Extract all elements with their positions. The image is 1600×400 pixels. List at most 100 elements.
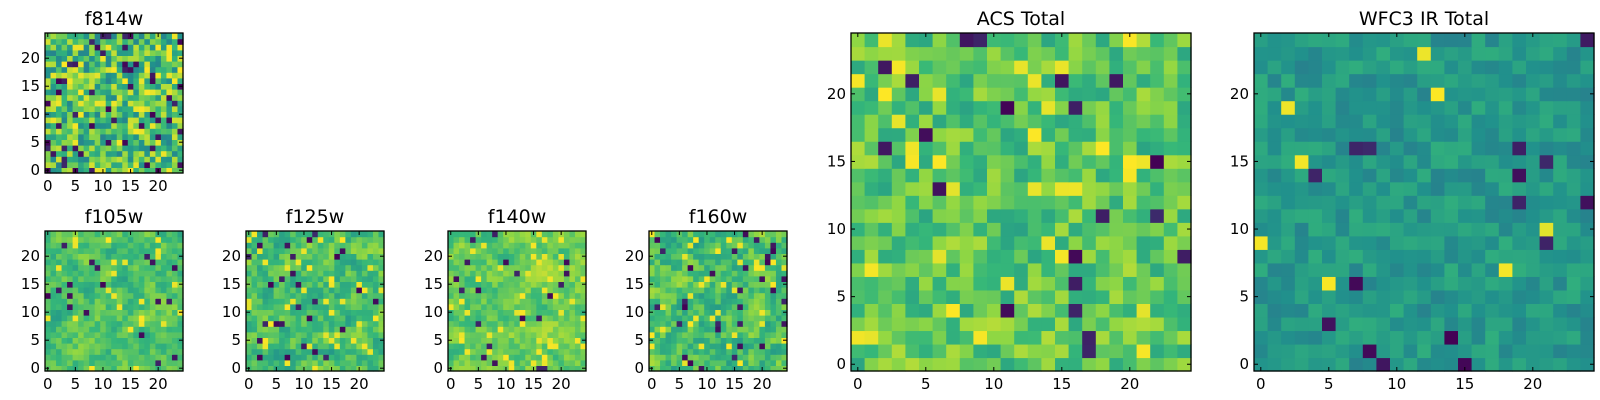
heatmap-cell: [378, 270, 385, 277]
heatmap-cell: [312, 270, 319, 277]
heatmap-cell: [687, 259, 694, 266]
heatmap-cell: [284, 303, 291, 310]
heatmap-cell: [177, 292, 184, 299]
heatmap-cell: [100, 161, 107, 168]
heatmap-cell: [1512, 181, 1527, 196]
heatmap-cell: [1349, 181, 1364, 196]
heatmap-cell: [470, 326, 477, 333]
heatmap-cell: [312, 348, 319, 355]
heatmap-cell: [1041, 195, 1056, 210]
heatmap-cell: [94, 156, 101, 163]
heatmap-cell: [919, 181, 934, 196]
heatmap-cell: [295, 259, 302, 266]
heatmap-cell: [558, 253, 565, 260]
heatmap-cell: [306, 298, 313, 305]
heatmap-cell: [973, 33, 988, 48]
heatmap-cell: [508, 264, 515, 271]
heatmap-cell: [770, 354, 777, 361]
heatmap-cell: [851, 357, 866, 372]
heatmap-cell: [61, 49, 68, 56]
y-tick-label: 20: [424, 247, 443, 265]
heatmap-cell: [775, 309, 783, 316]
heatmap-cell: [665, 348, 672, 355]
heatmap-cell: [547, 359, 554, 366]
heatmap-cell: [111, 253, 118, 260]
heatmap-cell: [100, 150, 107, 157]
heatmap-cell: [127, 315, 134, 322]
x-tick-label: 0: [446, 375, 456, 393]
heatmap-cell: [753, 326, 760, 333]
heatmap-cell: [709, 236, 716, 243]
heatmap-cell: [149, 133, 156, 140]
heatmap-cell: [1471, 343, 1486, 359]
heatmap-cell: [45, 264, 52, 271]
heatmap-cell: [138, 264, 145, 271]
heatmap-cell: [497, 247, 504, 254]
heatmap-cell: [67, 281, 74, 288]
x-tick-label: 20: [753, 375, 772, 393]
heatmap-cell: [72, 44, 79, 51]
heatmap-cell: [481, 242, 488, 249]
heatmap-cell: [1150, 100, 1165, 115]
heatmap-cell: [100, 303, 107, 310]
heatmap-cell: [334, 337, 341, 344]
y-tick-label: 0: [433, 359, 443, 377]
heatmap-cell: [1000, 46, 1015, 61]
heatmap-cell: [279, 354, 286, 361]
heatmap-cell: [1163, 46, 1178, 61]
heatmap-cell: [1308, 357, 1323, 372]
heatmap-cell: [731, 259, 738, 266]
heatmap-cell: [1267, 249, 1282, 264]
heatmap-cell: [946, 262, 961, 277]
heatmap-cell: [378, 348, 385, 355]
heatmap-cell: [45, 242, 52, 249]
heatmap-cell: [61, 236, 68, 243]
heatmap-cell: [306, 365, 313, 372]
heatmap-cell: [709, 231, 716, 238]
heatmap-cell: [464, 264, 471, 271]
heatmap-cell: [1471, 33, 1486, 48]
heatmap-cell: [1308, 330, 1323, 345]
heatmap-cell: [328, 320, 335, 327]
heatmap-cell: [1322, 87, 1337, 102]
heatmap-cell: [481, 331, 488, 338]
heatmap-cell: [116, 343, 123, 350]
heatmap-cell: [851, 235, 866, 250]
heatmap-cell: [166, 275, 173, 282]
heatmap-cell: [1335, 181, 1350, 196]
heatmap-cell: [574, 303, 582, 310]
heatmap-cell: [753, 303, 760, 310]
heatmap-cell: [56, 303, 63, 310]
heatmap-cell: [682, 298, 689, 305]
heatmap-cell: [676, 259, 683, 266]
heatmap-cell: [1349, 60, 1364, 75]
heatmap-cell: [709, 326, 716, 333]
heatmap-cell: [105, 343, 112, 350]
heatmap-cell: [83, 111, 90, 118]
heatmap-cell: [959, 60, 974, 75]
heatmap-cell: [1177, 357, 1192, 372]
heatmap-cell: [94, 49, 101, 56]
heatmap-cell: [155, 111, 162, 118]
heatmap-cell: [339, 331, 346, 338]
heatmap-cell: [177, 320, 184, 327]
heatmap-cell: [127, 38, 134, 45]
heatmap-cell: [1254, 330, 1269, 345]
heatmap-cell: [138, 281, 145, 288]
plot-frame: [245, 230, 385, 372]
heatmap-cell: [251, 275, 258, 282]
heatmap-cell: [56, 365, 63, 372]
heatmap-cell: [541, 298, 548, 305]
heatmap-cell: [89, 167, 96, 174]
heatmap-cell: [973, 249, 988, 264]
heatmap-cell: [665, 242, 672, 249]
heatmap-cell: [1349, 303, 1364, 318]
heatmap-cell: [116, 33, 123, 40]
heatmap-cell: [1109, 343, 1124, 359]
heatmap-cell: [704, 259, 711, 266]
heatmap-cell: [1254, 154, 1269, 169]
heatmap-cell: [1041, 276, 1056, 291]
heatmap-cell: [1335, 235, 1350, 250]
heatmap-cell: [775, 303, 783, 310]
heatmap-cell: [563, 320, 571, 327]
